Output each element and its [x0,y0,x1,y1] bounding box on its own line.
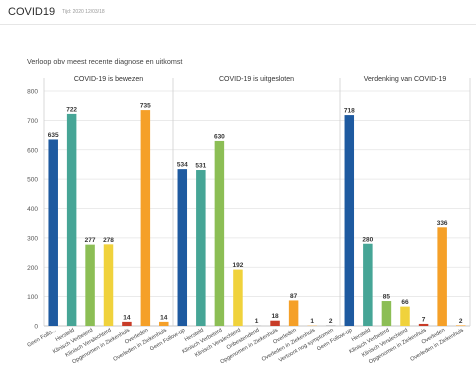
bar-value-label: 531 [195,163,206,170]
bar-value-label: 18 [271,313,279,320]
timestamp: Tijd: 2020 12/03/18 [62,9,105,15]
bar-value-label: 735 [140,103,151,110]
bar [455,325,466,326]
y-tick-label: 200 [27,265,38,272]
bar [66,113,77,326]
bar-value-label: 630 [214,133,225,140]
y-tick-label: 700 [27,118,38,125]
y-tick-label: 600 [27,147,38,154]
bar-value-label: 280 [362,236,373,243]
header-bar: COVID19 Tijd: 2020 12/03/18 [0,0,476,25]
bar [400,306,410,326]
bar-value-label: 2 [329,318,333,325]
bar-value-label: 14 [160,314,168,321]
bar [140,110,151,326]
bar-value-label: 14 [123,314,131,321]
panel-title: Verdenking van COVID-19 [364,76,447,83]
bar [48,139,58,326]
y-tick-label: 400 [27,206,38,213]
y-tick-label: 500 [27,177,38,184]
bar [103,244,114,326]
bar-value-label: 66 [401,299,409,306]
bar [159,321,169,326]
bar-value-label: 7 [422,316,426,323]
y-tick-label: 100 [27,294,38,301]
bar [288,300,299,326]
bar-value-label: 1 [310,318,314,325]
bar [418,323,429,326]
bar [85,244,95,326]
bar-value-label: 192 [233,262,244,269]
bar [363,243,373,326]
bar-value-label: 722 [66,106,77,113]
panel-title: COVID-19 is bewezen [74,76,143,83]
bar-value-label: 336 [437,220,448,227]
bar-value-label: 1 [255,318,259,325]
bar [177,169,188,326]
bar [325,325,336,326]
bar-value-label: 534 [177,162,188,169]
bar-value-label: 277 [85,237,96,244]
bar-value-label: 2 [459,318,463,325]
bar-value-label: 278 [103,237,114,244]
bar [122,321,132,326]
bar-value-label: 85 [383,294,391,301]
y-tick-label: 0 [34,324,38,331]
panel-title: COVID-19 is uitgesloten [219,76,294,83]
y-tick-label: 300 [27,235,38,242]
bar [214,140,225,326]
chart-subtitle: Verloop obv meest recente diagnose en ui… [27,57,183,66]
bar [233,269,243,326]
page-title: COVID19 [8,6,56,18]
bar [270,320,280,326]
bar-value-label: 87 [290,293,298,300]
bar-value-label: 718 [344,108,355,115]
y-tick-label: 800 [27,89,38,96]
bar [196,170,206,326]
category-label: Geen Follo... [26,327,57,348]
bar [344,115,355,327]
bar [381,301,392,326]
bar [437,227,447,326]
bar-value-label: 635 [48,132,59,139]
